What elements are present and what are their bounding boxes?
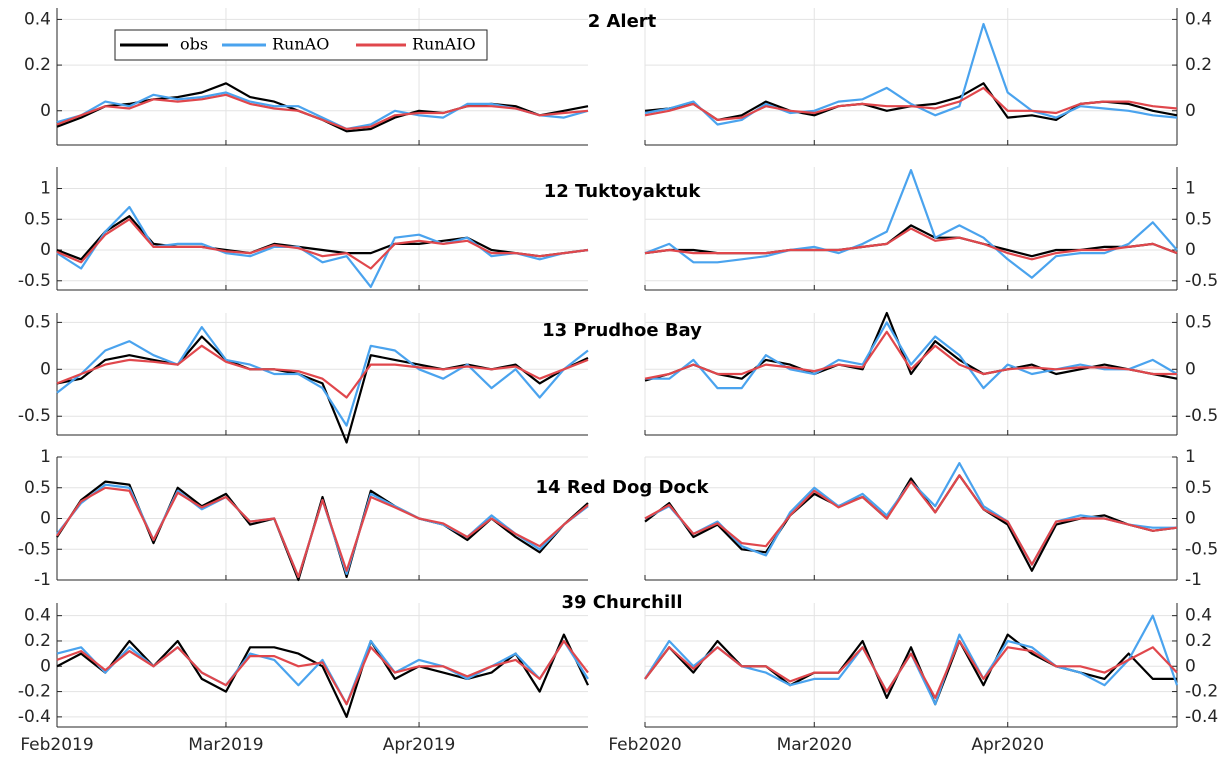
- y-tick-label: 0.2: [1185, 55, 1212, 75]
- x-tick-label: Feb2019: [20, 735, 93, 755]
- y-tick-label: -0.5: [1185, 406, 1218, 426]
- y-tick-label: 0: [40, 240, 51, 260]
- y-tick-label: 0: [40, 509, 51, 529]
- y-tick-label: 0.4: [1185, 9, 1212, 29]
- y-tick-label: 0.5: [24, 312, 51, 332]
- y-tick-label: 0: [1185, 101, 1196, 121]
- y-tick-label: 0.5: [1185, 312, 1212, 332]
- series-line: [644, 474, 1178, 566]
- series-line: [56, 344, 589, 399]
- y-tick-label: 0: [40, 101, 51, 121]
- series-line: [644, 311, 1178, 382]
- y-tick-label: 1: [40, 447, 51, 467]
- legend: obs RunAO RunAIO: [114, 29, 488, 61]
- series-line: [644, 330, 1177, 380]
- y-tick-label: 1: [1185, 179, 1196, 199]
- y-tick-label: -0.4: [18, 707, 51, 727]
- series-line: [56, 480, 589, 582]
- series-line: [56, 91, 589, 131]
- y-tick-label: 0.2: [24, 631, 51, 651]
- series-line: [56, 326, 589, 427]
- series-line: [644, 227, 1178, 261]
- y-tick-label: 0.2: [24, 55, 51, 75]
- series-line: [56, 218, 589, 270]
- series-line: [56, 93, 589, 131]
- y-tick-label: 0.4: [1185, 606, 1212, 626]
- y-tick-label: 0.4: [24, 606, 51, 626]
- panel-title: 13 Prudhoe Bay: [542, 320, 702, 341]
- y-tick-label: -0.4: [1185, 707, 1218, 727]
- x-tick-label: Feb2020: [608, 735, 681, 755]
- panel-title: 2 Alert: [588, 11, 657, 32]
- x-tick-label: Apr2020: [971, 735, 1044, 755]
- y-tick-label: 0.5: [1185, 478, 1212, 498]
- y-tick-label: 0: [1185, 509, 1196, 529]
- y-tick-label: 0: [1185, 359, 1196, 379]
- series-line: [56, 639, 589, 706]
- y-tick-label: 0.2: [1185, 631, 1212, 651]
- x-tick-label: Mar2019: [188, 735, 263, 755]
- legend-label: RunAIO: [412, 35, 476, 54]
- y-tick-label: -0.5: [1185, 271, 1218, 291]
- series-line: [644, 633, 1177, 706]
- series-line: [644, 474, 1178, 572]
- y-tick-label: 0: [1185, 240, 1196, 260]
- y-tick-label: 0: [1185, 656, 1196, 676]
- y-tick-label: 1: [1185, 447, 1196, 467]
- series-line: [644, 22, 1178, 126]
- y-tick-label: -0.5: [1185, 539, 1218, 559]
- y-tick-label: 0.5: [24, 478, 51, 498]
- series-line: [644, 614, 1179, 706]
- series-line: [56, 486, 589, 578]
- panel-title: 39 Churchill: [561, 592, 682, 613]
- y-tick-label: 0: [40, 359, 51, 379]
- legend-box: [114, 29, 488, 61]
- y-tick-label: -0.5: [18, 406, 51, 426]
- y-tick-label: -0.2: [1185, 682, 1218, 702]
- legend-label: obs: [180, 35, 208, 54]
- series-line: [644, 86, 1178, 121]
- y-tick-label: -0.5: [18, 539, 51, 559]
- y-tick-label: 1: [40, 179, 51, 199]
- legend-label: RunAO: [272, 35, 329, 54]
- panel-title: 14 Red Dog Dock: [536, 477, 710, 498]
- y-tick-label: -1: [1185, 570, 1202, 590]
- y-tick-label: 0: [40, 656, 51, 676]
- series-line: [645, 321, 1178, 390]
- series-line: [56, 205, 589, 288]
- x-tick-label: Apr2019: [383, 735, 456, 755]
- y-tick-label: -1: [34, 570, 51, 590]
- y-tick-label: 0.4: [24, 9, 51, 29]
- series-line: [56, 633, 589, 718]
- series-line: [644, 639, 1178, 699]
- y-tick-label: 0.5: [1185, 209, 1212, 229]
- y-tick-label: -0.2: [18, 682, 51, 702]
- panel-title: 12 Tuktoyaktuk: [544, 181, 702, 202]
- x-tick-label: Mar2020: [777, 735, 852, 755]
- y-tick-label: 0.5: [24, 209, 51, 229]
- series-line: [56, 639, 589, 706]
- y-tick-label: -0.5: [18, 271, 51, 291]
- series-line: [644, 169, 1178, 279]
- series-line: [644, 224, 1178, 258]
